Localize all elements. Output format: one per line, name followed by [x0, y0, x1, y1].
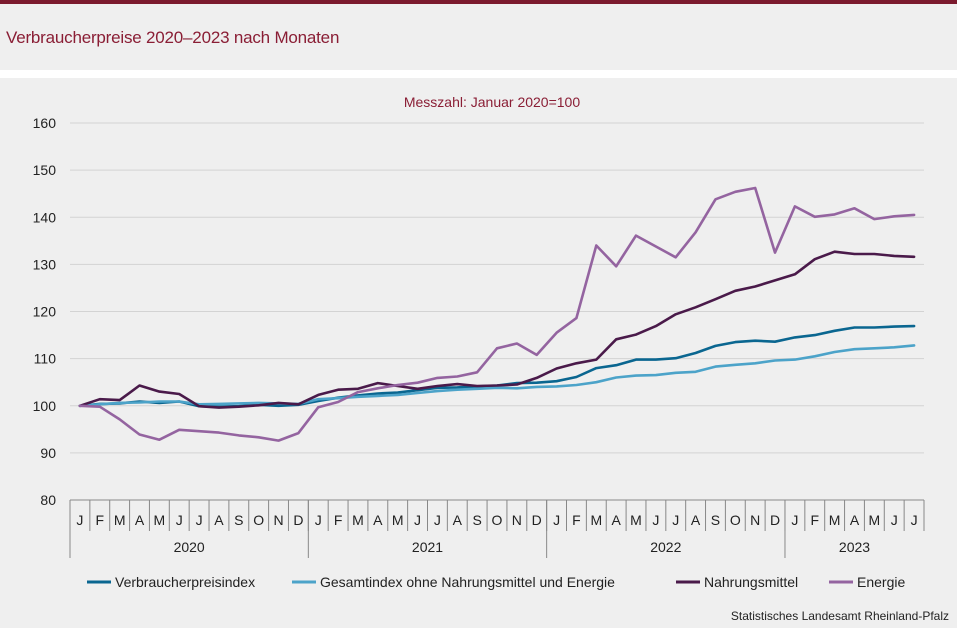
- month-label: S: [711, 512, 720, 528]
- month-label: A: [214, 512, 224, 528]
- month-label: O: [730, 512, 741, 528]
- y-tick-label: 160: [33, 115, 57, 131]
- month-label: J: [553, 512, 560, 528]
- month-label: M: [630, 512, 642, 528]
- legend-label: Energie: [857, 574, 905, 590]
- month-label: N: [512, 512, 522, 528]
- month-label: M: [352, 512, 364, 528]
- year-label: 2021: [412, 539, 443, 555]
- month-label: J: [791, 512, 798, 528]
- month-label: A: [691, 512, 701, 528]
- header: Verbraucherpreise 2020–2023 nach Monaten: [0, 4, 957, 70]
- month-label: M: [829, 512, 841, 528]
- month-label: D: [532, 512, 542, 528]
- month-label: F: [810, 512, 819, 528]
- y-tick-label: 130: [33, 256, 57, 272]
- month-label: F: [572, 512, 581, 528]
- month-label: F: [96, 512, 105, 528]
- y-axis: 80 90 100 110 120 130 140 150 160: [33, 115, 57, 508]
- month-label: M: [869, 512, 881, 528]
- month-label: J: [196, 512, 203, 528]
- page-title: Verbraucherpreise 2020–2023 nach Monaten: [6, 28, 340, 47]
- month-label: M: [392, 512, 404, 528]
- year-label: 2023: [839, 539, 870, 555]
- month-label: N: [750, 512, 760, 528]
- legend-label: Gesamtindex ohne Nahrungsmittel und Ener…: [320, 574, 615, 590]
- month-label: D: [293, 512, 303, 528]
- y-tick-label: 110: [34, 351, 57, 367]
- month-label: M: [114, 512, 126, 528]
- month-label: A: [611, 512, 621, 528]
- year-label: 2022: [650, 539, 681, 555]
- month-label: S: [472, 512, 481, 528]
- series-line-4: [78, 186, 916, 442]
- month-label: J: [652, 512, 659, 528]
- divider: [0, 70, 957, 78]
- month-label: J: [176, 512, 183, 528]
- month-label: D: [770, 512, 780, 528]
- month-label: J: [315, 512, 322, 528]
- month-label: J: [672, 512, 679, 528]
- month-label: J: [891, 512, 898, 528]
- year-label: 2020: [174, 539, 205, 555]
- month-label: N: [273, 512, 283, 528]
- legend: Verbraucherpreisindex Gesamtindex ohne Na…: [87, 574, 905, 590]
- y-tick-label: 100: [33, 398, 57, 414]
- series-lines: [78, 186, 916, 442]
- month-label: O: [253, 512, 264, 528]
- y-tick-label: 120: [33, 304, 57, 320]
- month-label: M: [590, 512, 602, 528]
- top-accent-bar: [0, 0, 957, 4]
- month-label: A: [850, 512, 860, 528]
- source-note: Statistisches Landesamt Rheinland-Pfalz: [730, 609, 949, 623]
- series-line-3: [78, 250, 916, 409]
- month-label: O: [492, 512, 503, 528]
- month-label: A: [453, 512, 463, 528]
- y-tick-label: 90: [40, 445, 56, 461]
- y-tick-label: 140: [33, 209, 57, 225]
- month-label: J: [76, 512, 83, 528]
- y-tick-label: 80: [40, 492, 56, 508]
- chart-subtitle: Messzahl: Januar 2020=100: [404, 94, 580, 110]
- legend-label: Nahrungsmittel: [704, 574, 798, 590]
- month-label: J: [434, 512, 441, 528]
- month-label: M: [154, 512, 166, 528]
- y-tick-label: 150: [33, 162, 57, 178]
- month-label: J: [911, 512, 918, 528]
- gridlines: [70, 122, 924, 454]
- month-label: F: [334, 512, 343, 528]
- legend-label: Verbraucherpreisindex: [115, 574, 255, 590]
- month-label: A: [135, 512, 145, 528]
- month-label: J: [414, 512, 421, 528]
- series-line-1: [78, 324, 916, 409]
- month-label: S: [234, 512, 243, 528]
- series-line-2: [78, 344, 916, 408]
- month-label: A: [373, 512, 383, 528]
